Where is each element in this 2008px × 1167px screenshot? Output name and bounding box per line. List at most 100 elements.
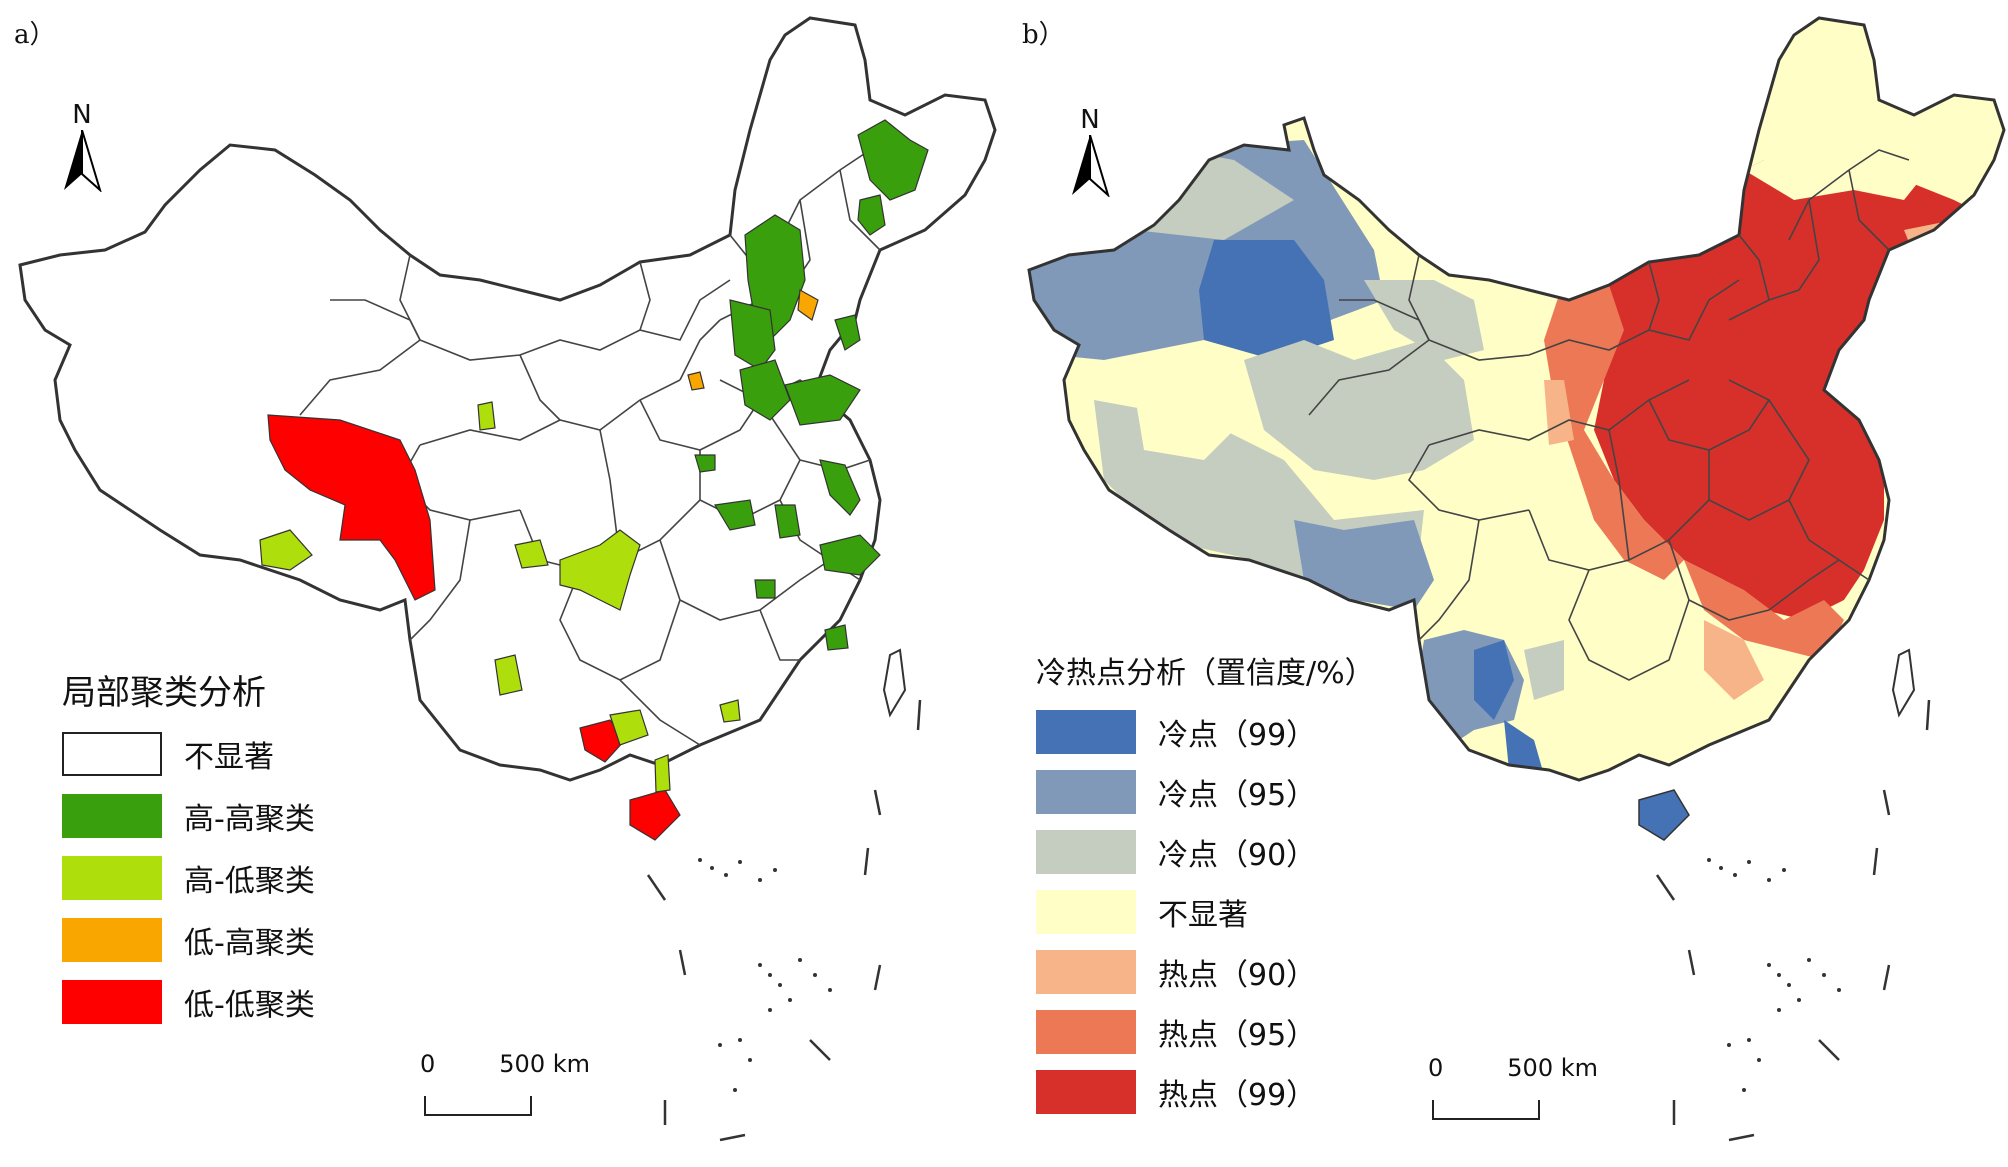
not-significant-fill xyxy=(1134,380,1234,460)
scale-bar: 0 500 km xyxy=(1428,1054,1598,1120)
cold90-region xyxy=(1244,340,1474,480)
cold99-region xyxy=(1199,240,1334,360)
legend-swatch xyxy=(62,918,162,962)
low-low-region xyxy=(267,414,436,601)
high-high-region xyxy=(729,299,776,371)
north-arrow-icon xyxy=(64,129,102,194)
high-low-region xyxy=(477,401,496,431)
legend-swatch xyxy=(1036,710,1136,754)
scale-bar-line xyxy=(424,1096,532,1116)
low-low-region xyxy=(579,719,626,763)
province-boundaries xyxy=(1308,149,1910,681)
legend-item-not-significant: 不显著 xyxy=(62,732,315,776)
legend-swatch xyxy=(1036,1010,1136,1054)
low-low-region xyxy=(629,789,681,841)
north-arrow: N xyxy=(1070,105,1110,204)
legend-item-low-high: 低-高聚类 xyxy=(62,918,315,962)
high-high-region xyxy=(857,119,929,201)
panel-a-label: a） xyxy=(14,20,56,50)
legend-swatch xyxy=(1036,1070,1136,1114)
legend-item-cold95: 冷点（95） xyxy=(1036,770,1375,814)
legend-swatch xyxy=(1036,770,1136,814)
scale-end-label: 500 km xyxy=(1507,1054,1598,1082)
high-high-region xyxy=(819,459,861,516)
high-high-region xyxy=(714,499,756,531)
south-sea-islands xyxy=(1707,858,1841,1092)
hot90-region xyxy=(1904,220,1994,300)
legend-label: 热点（99） xyxy=(1158,1078,1317,1113)
north-arrow: N xyxy=(62,100,102,199)
country-outline xyxy=(1027,16,2006,782)
high-high-region xyxy=(739,359,791,421)
high-high-region xyxy=(834,314,861,351)
cold95-region xyxy=(1294,520,1434,610)
high-high-region xyxy=(774,504,801,539)
scale-start-label: 0 xyxy=(420,1050,436,1078)
legend-swatch xyxy=(62,856,162,900)
legend-title: 冷热点分析（置信度/%） xyxy=(1036,656,1375,691)
legend-label: 不显著 xyxy=(1158,898,1248,933)
panel-hotspot: b） xyxy=(1004,0,2008,1167)
legend-label: 冷点（99） xyxy=(1158,718,1317,753)
high-high-region xyxy=(784,374,861,426)
legend-item-not-significant: 不显著 xyxy=(1036,890,1375,934)
legend-item-hot99: 热点（99） xyxy=(1036,1070,1375,1114)
legend-item-low-low: 低-低聚类 xyxy=(62,980,315,1024)
china-map-cluster xyxy=(18,16,997,1142)
high-high-region xyxy=(819,534,881,576)
hainan-island xyxy=(1638,789,1690,841)
hot90-region xyxy=(1704,620,1764,700)
high-low-region xyxy=(654,754,671,793)
cold90-region xyxy=(1524,640,1564,700)
legend-label: 热点（90） xyxy=(1158,958,1317,993)
not-significant-fill xyxy=(1744,140,1924,200)
high-high-region xyxy=(824,624,849,651)
legend-item-hot95: 热点（95） xyxy=(1036,1010,1375,1054)
taiwan-island xyxy=(1891,648,1916,718)
legend-label: 低-高聚类 xyxy=(184,926,315,961)
cold99-region xyxy=(1474,640,1514,720)
high-low-region xyxy=(559,529,641,611)
legend-cluster: 局部聚类分析 不显著 高-高聚类 高-低聚类 低-高聚类 低-低聚类 xyxy=(62,665,315,1042)
scale-bar-line xyxy=(1432,1100,1540,1120)
legend-label: 冷点（90） xyxy=(1158,838,1317,873)
high-low-region xyxy=(259,529,313,571)
taiwan-island xyxy=(882,648,907,718)
china-map-hotspot xyxy=(1027,16,2006,1142)
legend-label: 低-低聚类 xyxy=(184,988,315,1023)
high-low-region xyxy=(514,539,549,569)
high-high-region xyxy=(857,194,886,236)
legend-item-cold90: 冷点（90） xyxy=(1036,830,1375,874)
low-high-region xyxy=(687,371,705,391)
scale-bar: 0 500 km xyxy=(420,1050,590,1116)
nine-dash-line xyxy=(1655,699,1931,1142)
panel-b-label: b） xyxy=(1022,20,1065,50)
cluster-regions xyxy=(259,119,929,841)
high-low-region xyxy=(494,654,523,696)
north-label: N xyxy=(1080,105,1100,135)
legend-label: 高-低聚类 xyxy=(184,864,315,899)
legend-item-hot90: 热点（90） xyxy=(1036,950,1375,994)
legend-swatch xyxy=(1036,830,1136,874)
scale-start-label: 0 xyxy=(1428,1054,1444,1082)
hot95-region xyxy=(1544,270,1684,580)
high-high-region xyxy=(754,579,776,599)
legend-label: 不显著 xyxy=(184,740,274,775)
north-label: N xyxy=(72,100,92,130)
high-high-region xyxy=(694,454,716,473)
legend-swatch xyxy=(1036,890,1136,934)
legend-title: 局部聚类分析 xyxy=(62,673,266,713)
legend-swatch xyxy=(62,980,162,1024)
legend-label: 热点（95） xyxy=(1158,1018,1317,1053)
legend-item-cold99: 冷点（99） xyxy=(1036,710,1375,754)
high-low-region xyxy=(609,709,649,746)
legend-swatch xyxy=(62,732,162,776)
scale-end-label: 500 km xyxy=(499,1050,590,1078)
legend-swatch xyxy=(62,794,162,838)
legend-hotspot: 冷热点分析（置信度/%） 冷点（99） 冷点（95） 冷点（90） 不显著 热点… xyxy=(1036,648,1375,1130)
high-low-region xyxy=(719,699,741,723)
south-sea-islands xyxy=(698,858,832,1092)
legend-label: 冷点（95） xyxy=(1158,778,1317,813)
legend-swatch xyxy=(1036,950,1136,994)
low-high-region xyxy=(797,289,819,321)
